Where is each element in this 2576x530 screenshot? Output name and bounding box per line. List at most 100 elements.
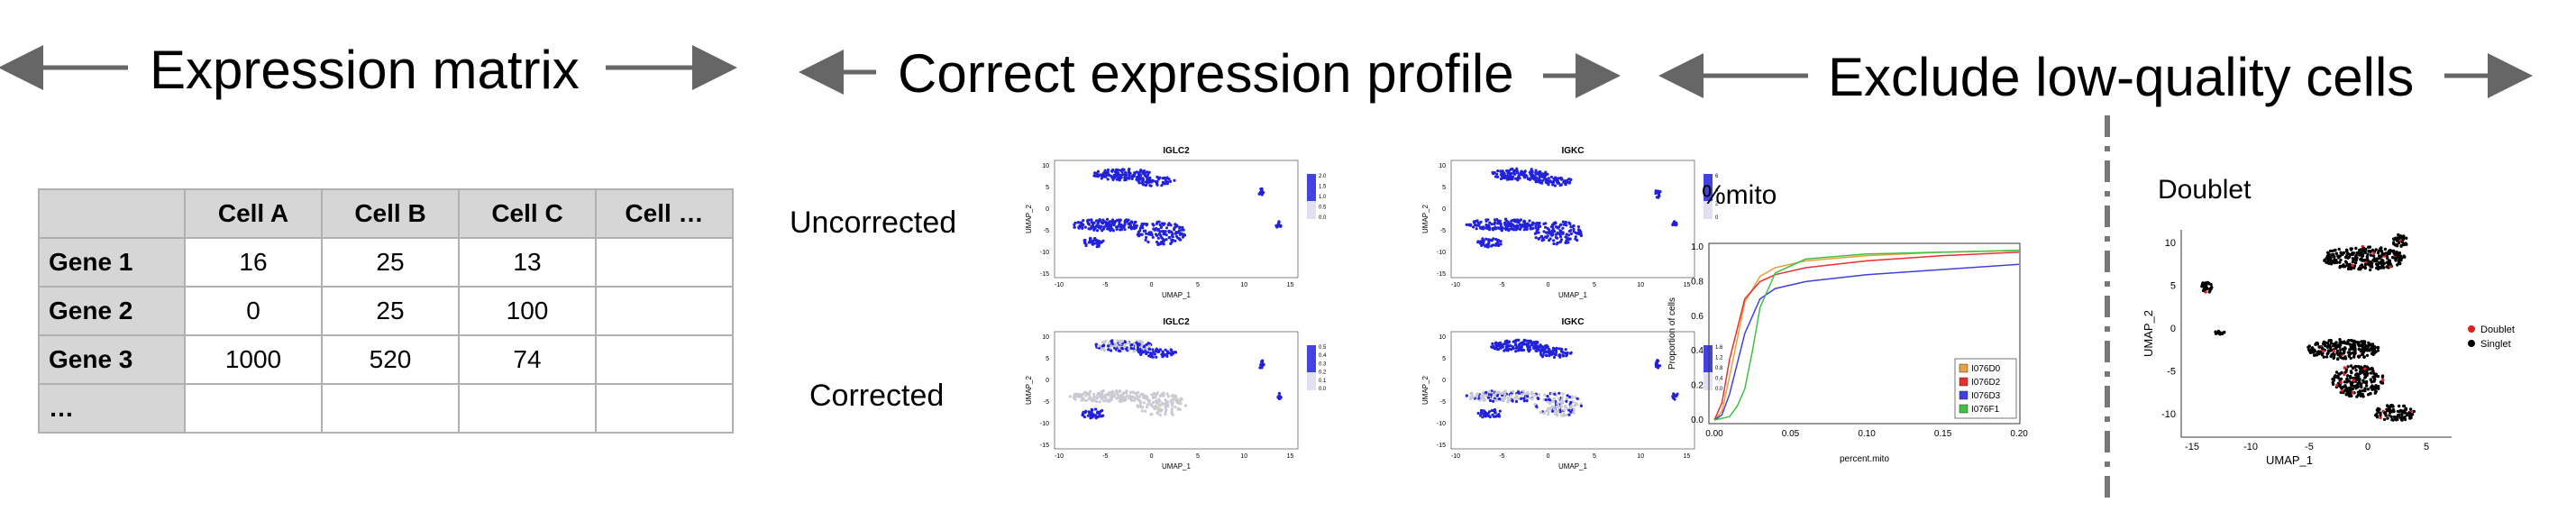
singlet-point — [2371, 370, 2375, 373]
singlet-point — [2389, 408, 2392, 412]
singlet-point — [2372, 259, 2377, 263]
umap-point — [1525, 339, 1529, 343]
umap-point — [1494, 394, 1497, 398]
umap-point — [1165, 226, 1169, 230]
umap-point — [1167, 178, 1171, 181]
umap-point — [1162, 353, 1165, 357]
umap-scale-label: 0.0 — [1319, 387, 1327, 392]
umap-point — [1534, 224, 1538, 228]
umap-point — [1075, 395, 1079, 398]
umap-point — [1520, 397, 1523, 400]
table-cell: 25 — [321, 237, 460, 288]
singlet-point — [2376, 374, 2380, 379]
umap-point — [1676, 392, 1679, 396]
umap-point — [1137, 351, 1141, 354]
mito-legend-swatch — [1959, 363, 1969, 373]
umap-point — [1520, 169, 1523, 173]
singlet-point — [2390, 404, 2395, 407]
table-cell — [321, 383, 460, 434]
umap-point — [1548, 179, 1552, 183]
umap-point — [1507, 176, 1511, 179]
singlet-point — [2347, 266, 2352, 270]
umap-point — [1548, 350, 1552, 353]
singlet-point — [2388, 259, 2391, 262]
singlet-point — [2379, 266, 2382, 270]
umap-point — [1569, 400, 1573, 404]
doublet-chart: -15 -10 -5 0 5 10 5 0 -5 -10 UMAP_1 UMAP_2 Doublet Si… — [2142, 230, 2515, 467]
umap-point — [1475, 224, 1478, 227]
singlet-point — [2365, 384, 2369, 388]
singlet-point — [2397, 241, 2401, 245]
umap-point — [1177, 225, 1182, 230]
umap-point — [1499, 224, 1503, 228]
umap-point — [1122, 225, 1126, 229]
umap-point — [1579, 404, 1583, 407]
singlet-point — [2398, 408, 2403, 413]
umap-point — [1573, 404, 1576, 407]
umap-point — [1555, 242, 1558, 246]
umap-point — [1500, 172, 1503, 176]
umap-point — [1130, 398, 1134, 402]
umap-point — [1491, 345, 1494, 350]
umap-x-tick: 10 — [1637, 282, 1644, 288]
umap-point — [1099, 391, 1102, 395]
umap-point — [1158, 394, 1162, 398]
umap-point — [1068, 395, 1072, 398]
table-cell: 100 — [458, 286, 597, 336]
umap-point — [1535, 405, 1539, 408]
umap-point — [1146, 240, 1150, 244]
umap-point — [1095, 229, 1100, 233]
umap-point — [1149, 178, 1153, 182]
singlet-point — [2307, 344, 2311, 348]
singlet-point — [2395, 242, 2398, 247]
umap-point — [1152, 227, 1156, 231]
singlet-point — [2357, 344, 2361, 348]
table-header — [38, 188, 186, 239]
umap-point — [1516, 178, 1520, 182]
umap-point — [1093, 414, 1097, 417]
singlet-point — [2362, 355, 2366, 359]
mito-chart: 0.00 0.05 0.10 0.15 0.20 0.0 0.2 0.4 0.6 0.8 1.0 pe… — [1667, 242, 2028, 464]
singlet-point — [2369, 268, 2372, 272]
umap-scale-label: 0.8 — [1715, 366, 1723, 371]
umap-point — [1494, 242, 1498, 245]
umap-point — [1574, 235, 1577, 239]
umap-x-label: UMAP_1 — [1162, 291, 1192, 299]
umap-point — [1142, 222, 1146, 225]
singlet-point — [2376, 251, 2380, 255]
umap-point — [1132, 174, 1136, 178]
umap-point — [1554, 178, 1557, 181]
singlet-point — [2364, 344, 2369, 348]
umap-point — [1552, 355, 1557, 359]
singlet-point — [2344, 260, 2349, 264]
umap-point — [1554, 412, 1557, 416]
doublet-point — [2332, 349, 2335, 353]
singlet-point — [2394, 236, 2398, 240]
umap-point — [1551, 409, 1555, 413]
singlet-point — [2369, 391, 2372, 396]
singlet-point — [2317, 345, 2321, 349]
umap-point — [1147, 347, 1152, 352]
umap-point — [1134, 220, 1137, 224]
umap-point — [1103, 340, 1107, 343]
umap-point — [1551, 227, 1555, 231]
umap-point — [1119, 225, 1123, 229]
singlet-point — [2373, 386, 2377, 389]
singlet-point — [2362, 340, 2367, 343]
umap-point — [1510, 348, 1513, 352]
umap-point — [1565, 239, 1568, 242]
umap-point — [1480, 412, 1484, 416]
umap-point — [1114, 219, 1118, 224]
singlet-point — [2402, 404, 2406, 408]
singlet-point — [2367, 341, 2370, 344]
umap-point — [1512, 171, 1515, 175]
umap-point — [1151, 235, 1155, 239]
umap-point — [1576, 225, 1580, 229]
umap-y-tick: 10 — [1439, 163, 1446, 169]
umap-point — [1489, 393, 1493, 397]
umap-point — [1496, 348, 1501, 352]
umap-point — [1098, 240, 1102, 243]
doublet-point — [2321, 349, 2325, 353]
singlet-point — [2370, 380, 2374, 384]
singlet-point — [2332, 378, 2336, 381]
